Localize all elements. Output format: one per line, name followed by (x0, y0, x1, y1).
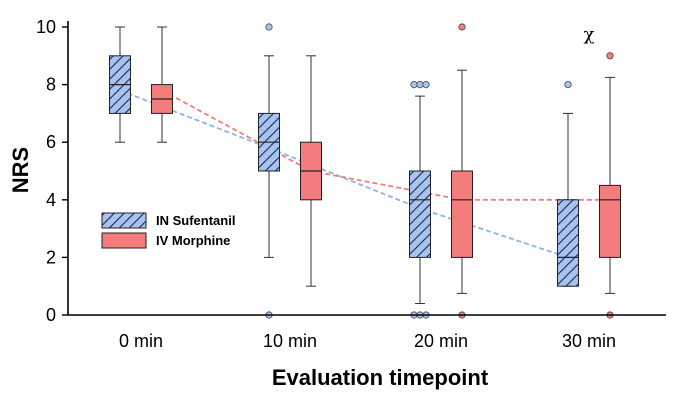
y-tick-label: 10 (36, 17, 56, 37)
x-tick-label: 30 min (562, 331, 616, 351)
x-tick-label: 0 min (119, 331, 163, 351)
box-body (557, 199, 579, 287)
y-tick-label: 8 (46, 75, 56, 95)
legend-swatch-iv-morphine (101, 232, 147, 249)
y-tick-label: 6 (46, 132, 56, 152)
annotation-chi: χ (584, 24, 595, 45)
trend-line-1 (161, 89, 610, 201)
box-1-3 (599, 52, 621, 319)
y-tick-label: 4 (46, 190, 56, 210)
outlier-point (265, 23, 273, 31)
y-axis: 0 2 4 6 8 10 (36, 17, 69, 325)
outlier-point (564, 81, 572, 89)
y-tick-label: 2 (46, 247, 56, 267)
box-body (599, 184, 621, 258)
plot-area (109, 23, 621, 319)
y-axis-title: NRS (8, 147, 33, 193)
box-1-2 (451, 23, 473, 319)
legend-swatch-in-sufentanil (101, 212, 147, 229)
outlier-point (410, 81, 418, 89)
x-axis: 0 min 10 min 20 min 30 min (68, 314, 666, 351)
y-tick-label: 0 (46, 305, 56, 325)
outlier-point (458, 23, 466, 31)
legend-label-iv-morphine: IV Morphine (156, 233, 230, 248)
legend-label-in-sufentanil: IN Sufentanil (156, 213, 235, 228)
box-body (451, 170, 473, 258)
box-0-3 (557, 81, 579, 287)
x-tick-label: 10 min (263, 331, 317, 351)
box-1-1 (300, 55, 322, 287)
x-tick-label: 20 min (414, 331, 468, 351)
box-1-0 (151, 26, 173, 143)
box-0-2 (409, 81, 431, 319)
outlier-point (422, 81, 430, 89)
annotations: χ (584, 24, 595, 45)
outlier-point (416, 81, 424, 89)
x-axis-title: Evaluation timepoint (272, 365, 489, 390)
outlier-point (606, 52, 614, 60)
box-body (409, 170, 431, 258)
box-0-1 (258, 23, 280, 319)
box-0-0 (109, 26, 131, 143)
legend: IN Sufentanil IV Morphine (101, 212, 235, 249)
